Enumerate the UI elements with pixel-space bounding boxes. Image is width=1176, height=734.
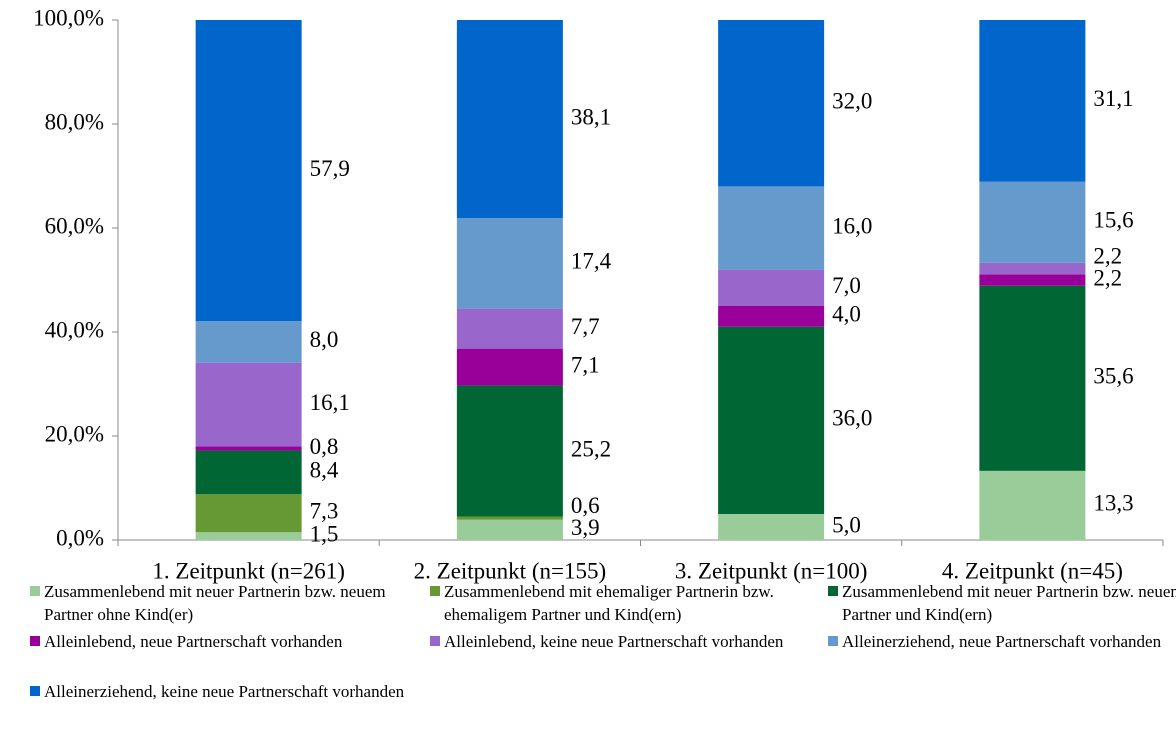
legend-item: Zusammenlebend mit neuer Partnerin bzw. … [30,580,414,626]
data-label: 17,4 [571,249,612,274]
legend-swatch [30,586,40,596]
data-label: 7,1 [571,352,600,377]
data-label: 13,3 [1093,491,1133,516]
legend-item: Alleinlebend, keine neue Partnerschaft v… [430,630,814,653]
data-label: 35,6 [1093,364,1133,389]
data-label: 38,1 [571,104,611,129]
data-label: 7,3 [310,499,339,524]
data-label: 31,1 [1093,86,1133,111]
bar-segment [195,494,302,533]
legend-label: Alleinerziehend, neue Partnerschaft vorh… [842,632,1162,651]
bar-segment [456,516,563,520]
legend-label: Zusammenlebend mit neuer Partnerin bzw. … [842,582,1176,624]
bar-segment [979,470,1086,540]
legend-swatch [828,586,838,596]
bar-segment [195,321,302,363]
legend-swatch [30,636,40,646]
bar-segment [456,308,563,349]
data-label: 36,0 [832,406,872,431]
bar-segment [718,514,825,540]
data-label: 32,0 [832,88,872,113]
bar-segment [456,519,563,540]
data-label: 16,0 [832,213,872,238]
bar-segment [456,385,563,517]
data-label: 57,9 [310,156,350,181]
data-label: 0,8 [310,434,339,459]
bar-segment [979,262,1086,275]
bar-segment [456,20,563,219]
y-tick-label: 0,0% [56,525,104,550]
legend-label: Alleinerziehend, keine neue Partnerschaf… [44,682,405,701]
bar-segment [195,450,302,495]
legend-item: Alleinlebend, neue Partnerschaft vorhand… [30,630,414,653]
legend-label: Alleinlebend, keine neue Partnerschaft v… [444,632,784,651]
bar-segment [979,181,1086,263]
bar-segment [195,20,302,322]
data-label: 2,2 [1093,265,1122,290]
bar-segment [456,218,563,309]
y-tick-label: 100,0% [33,5,104,30]
data-label: 8,0 [310,327,339,352]
bar-segment [718,326,825,514]
bar-segment [456,348,563,386]
legend-item: Zusammenlebend mit neuer Partnerin bzw. … [828,580,1176,626]
bar-segment [195,446,302,451]
bar-segment [979,285,1086,471]
y-tick-label: 40,0% [45,317,104,342]
bar-segment [195,532,302,540]
data-label: 25,2 [571,436,611,461]
legend-item: Alleinerziehend, neue Partnerschaft vorh… [828,630,1176,653]
legend-label: Zusammenlebend mit neuer Partnerin bzw. … [44,582,386,624]
data-label: 3,9 [571,515,600,540]
legend-swatch [828,636,838,646]
data-label: 15,6 [1093,208,1133,233]
y-tick-label: 60,0% [45,213,104,238]
data-label: 16,1 [310,390,350,415]
data-label: 5,0 [832,512,861,537]
legend-swatch [30,686,40,696]
data-label: 1,5 [310,521,339,546]
legend-label: Zusammenlebend mit ehemaliger Partnerin … [444,582,774,624]
bar-segment [195,362,302,447]
x-tick-label: 2. Zeitpunkt (n=155) [414,558,606,583]
bar-segment [718,269,825,306]
x-tick-label: 1. Zeitpunkt (n=261) [152,558,344,583]
y-tick-label: 20,0% [45,421,104,446]
legend-swatch [430,636,440,646]
x-tick-label: 3. Zeitpunkt (n=100) [675,558,867,583]
data-label: 4,0 [832,302,861,327]
bar-segment [718,186,825,270]
data-label: 2,2 [1093,243,1122,268]
x-tick-label: 4. Zeitpunkt (n=45) [942,558,1123,583]
y-tick-label: 80,0% [45,109,104,134]
legend-item: Alleinerziehend, keine neue Partnerschaf… [30,680,414,703]
bar-segment [979,20,1086,182]
legend-label: Alleinlebend, neue Partnerschaft vorhand… [44,632,343,651]
data-label: 0,6 [571,493,600,518]
legend-item: Zusammenlebend mit ehemaliger Partnerin … [430,580,814,626]
bar-segment [979,274,1086,286]
data-label: 8,4 [310,458,339,483]
data-label: 7,7 [571,314,600,339]
legend-swatch [430,586,440,596]
bar-segment [718,306,825,327]
bar-segment [718,20,825,187]
data-label: 7,0 [832,273,861,298]
